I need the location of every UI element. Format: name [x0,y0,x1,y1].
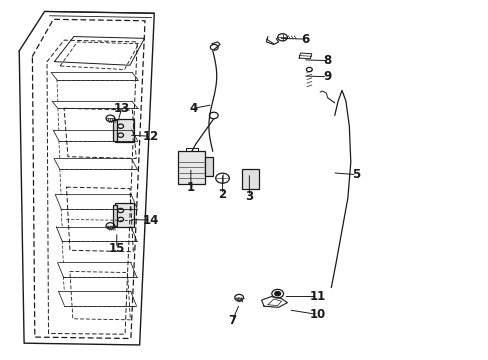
Text: 3: 3 [245,190,253,203]
Bar [113,121,117,141]
Text: 15: 15 [108,242,124,255]
Text: 4: 4 [189,102,197,115]
Text: 12: 12 [142,130,159,143]
Text: 9: 9 [323,70,331,83]
Text: 14: 14 [142,214,159,227]
Text: 13: 13 [113,102,129,115]
Text: 8: 8 [323,54,331,67]
Text: 10: 10 [309,308,325,321]
Text: 6: 6 [301,32,309,46]
Circle shape [274,292,280,296]
Text: 11: 11 [309,290,325,303]
Text: 1: 1 [186,181,195,194]
Text: 2: 2 [218,188,226,201]
Bar [204,157,213,176]
Bar [113,205,117,226]
Bar [115,119,134,142]
Bar [177,151,204,184]
Text: 5: 5 [352,168,360,181]
Bar [242,169,259,189]
Bar [115,203,134,226]
Text: 7: 7 [228,314,236,327]
